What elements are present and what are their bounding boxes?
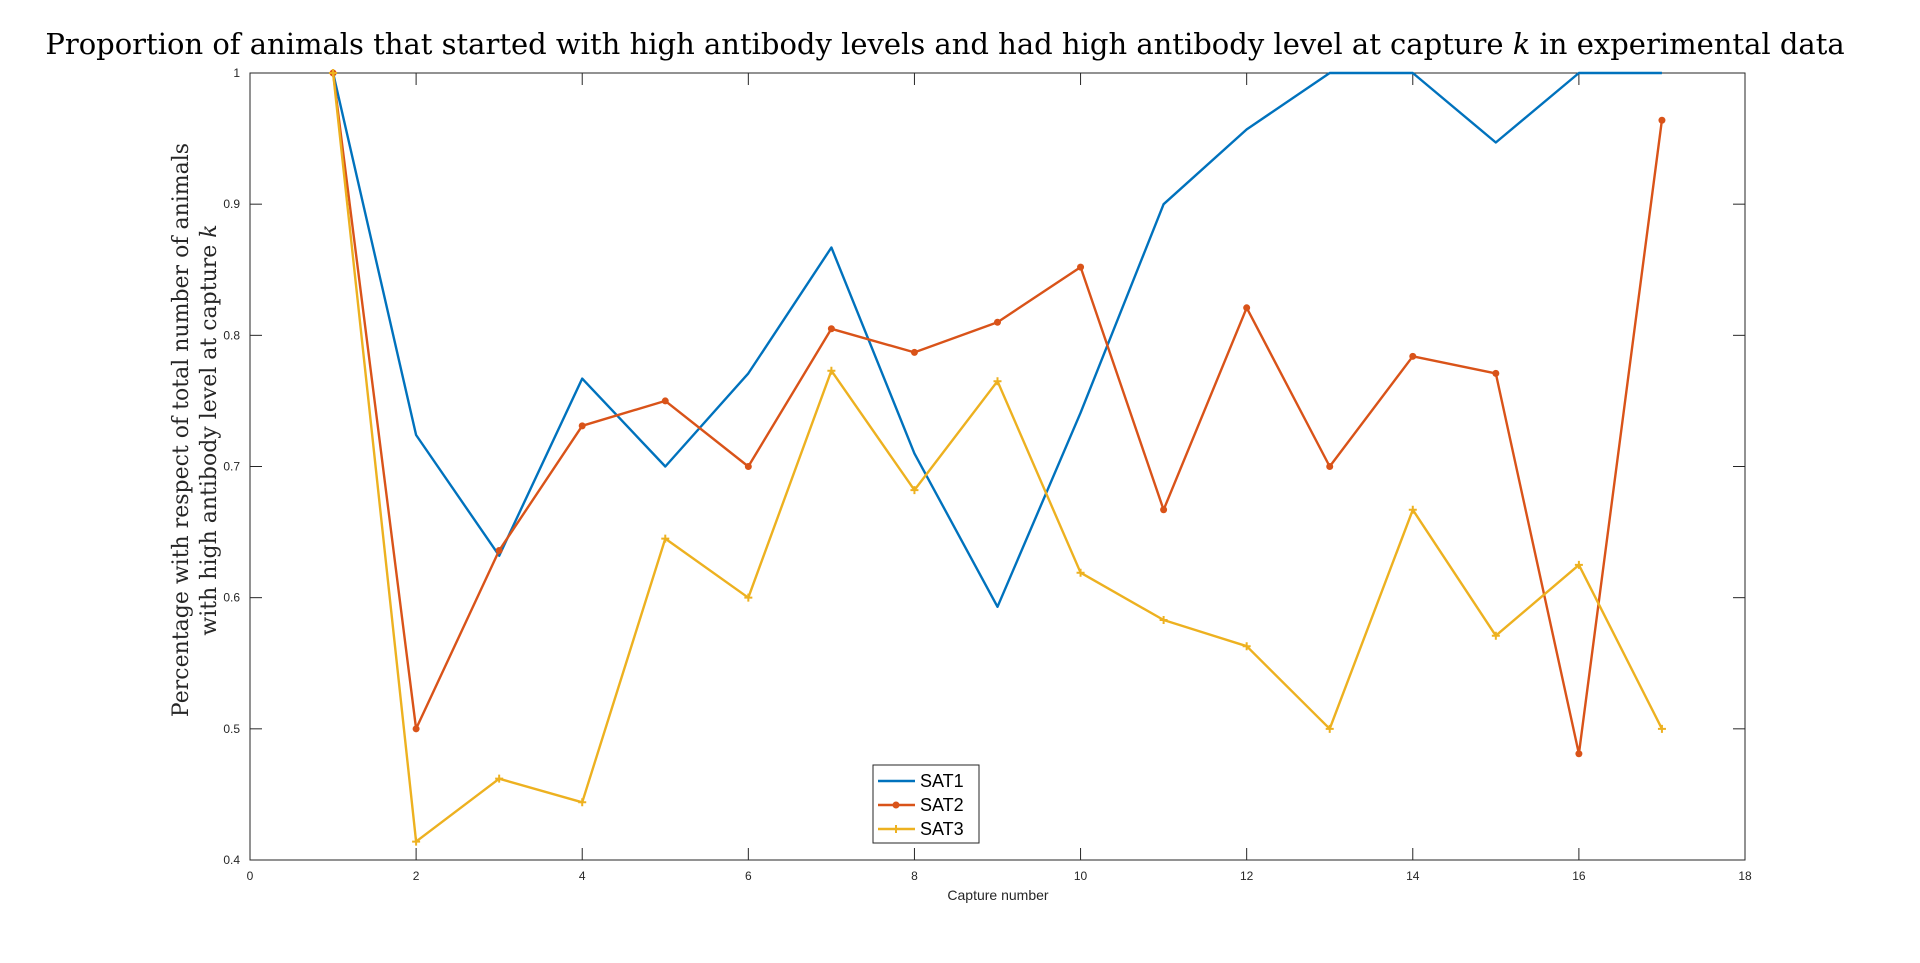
y-axis-label-line: Percentage with respect of total number … (169, 143, 194, 717)
y-tick-label: 0.4 (223, 853, 240, 867)
x-tick-label: 10 (1074, 869, 1088, 883)
axes: 0 2 4 6 8 10 12 14 16 18 0.4 0.5 0.6 0.7 0.8 0.9 1 (223, 66, 1752, 883)
data-point (1159, 615, 1168, 624)
data-point (578, 422, 586, 430)
legend-item: SAT2 (878, 795, 964, 815)
y-tick-label: 0.6 (223, 591, 240, 605)
data-point (578, 798, 587, 807)
data-point (892, 801, 900, 809)
data-point (993, 377, 1002, 386)
data-point (1658, 116, 1666, 124)
label-part: with high antibody level at capture (197, 238, 222, 636)
data-point (994, 318, 1001, 326)
legend: SAT1 SAT2 SAT3 (872, 764, 980, 844)
x-tick-label: 14 (1406, 869, 1420, 883)
data-point (827, 325, 835, 333)
data-point (910, 486, 919, 495)
x-tick-label: 18 (1738, 869, 1752, 883)
x-tick-label: 2 (413, 869, 420, 883)
legend-item: SAT3 (878, 819, 964, 839)
data-point (1243, 304, 1251, 312)
label-part: k (197, 224, 222, 237)
label-part: k (1513, 27, 1531, 61)
data-point (1491, 631, 1500, 640)
data-point (1575, 750, 1583, 758)
plot-area (249, 72, 1746, 861)
data-point (1409, 352, 1417, 360)
data-point (412, 725, 420, 733)
data-point (1408, 505, 1417, 514)
data-point (495, 774, 504, 783)
x-axis-label: Capture number (947, 887, 1049, 903)
label-part: in experimental data (1530, 27, 1844, 61)
data-point (329, 69, 338, 77)
data-point (1657, 724, 1666, 733)
data-point (892, 825, 900, 833)
series-line (331, 71, 1662, 608)
y-axis-label: Percentage with respect of total number … (169, 143, 222, 717)
series-sat1 (331, 71, 1662, 608)
x-tick-label: 6 (745, 869, 752, 883)
data-point (412, 837, 421, 846)
data-point (1076, 568, 1085, 577)
x-tick-label: 0 (247, 869, 254, 883)
chart-title: Proportion of animals that started with … (45, 27, 1844, 61)
y-tick-label: 0.8 (223, 328, 240, 342)
label-part: Percentage with respect of total number … (169, 143, 194, 717)
data-point (910, 348, 918, 356)
y-tick-label: 0.7 (223, 460, 240, 474)
data-point (1574, 560, 1583, 569)
data-point (1242, 642, 1251, 651)
legend-label: SAT3 (920, 819, 964, 839)
series-sat2 (329, 69, 1666, 758)
data-point (661, 534, 670, 543)
x-tick-label: 4 (579, 869, 586, 883)
data-point (661, 397, 669, 405)
data-point (827, 366, 836, 375)
x-tick-label: 16 (1572, 869, 1586, 883)
label-part: Proportion of animals that started with … (45, 27, 1512, 61)
y-tick-label: 0.9 (223, 197, 240, 211)
data-point (1160, 506, 1168, 514)
x-tick-label: 12 (1240, 869, 1254, 883)
y-axis-label-line: with high antibody level at capture k (197, 224, 222, 635)
x-tick-label: 8 (911, 869, 918, 883)
data-point (1492, 369, 1500, 377)
y-tick-label: 0.5 (223, 722, 240, 736)
data-point (744, 463, 752, 470)
series-sat3 (329, 69, 1666, 846)
data-point (1326, 463, 1334, 470)
y-tick-label: 1 (233, 66, 240, 80)
legend-label: SAT1 (920, 771, 964, 791)
data-point (495, 546, 503, 554)
data-point (744, 593, 753, 602)
legend-item: SAT1 (878, 771, 964, 791)
data-point (1077, 263, 1085, 271)
series-layer (329, 69, 1666, 846)
data-point (1325, 724, 1334, 733)
legend-label: SAT2 (920, 795, 964, 815)
